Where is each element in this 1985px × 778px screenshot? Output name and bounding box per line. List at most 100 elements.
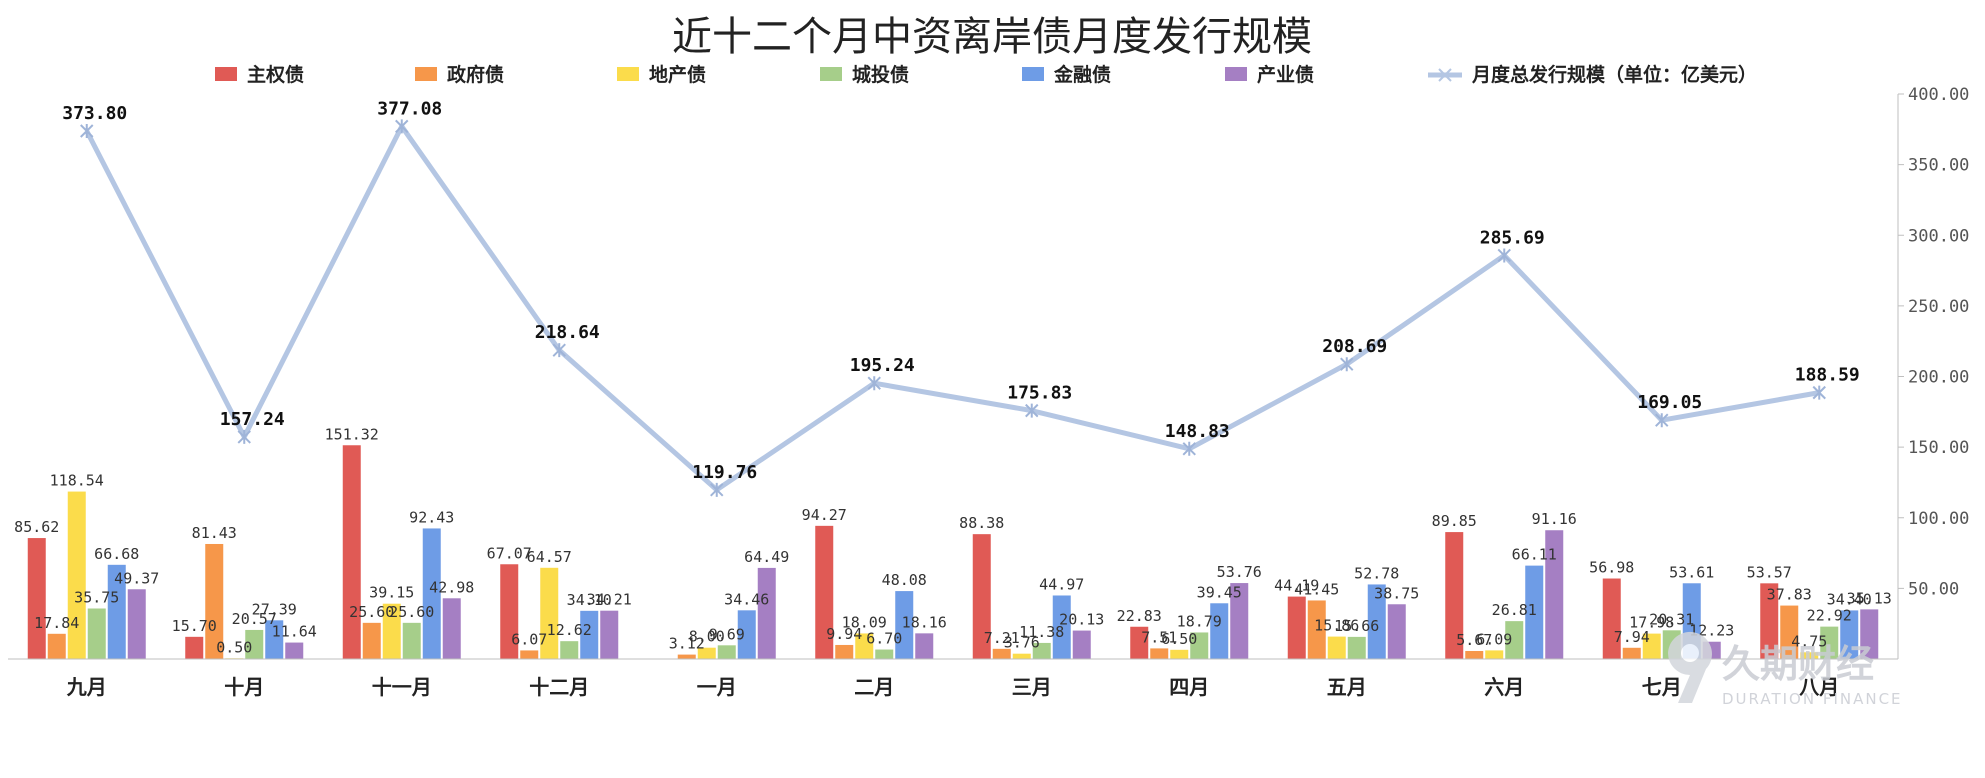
line-point-5 <box>867 376 881 391</box>
bar-label-5-1: 9.94 <box>826 625 862 643</box>
watermark-subtext: DURATION FINANCE <box>1722 690 1903 708</box>
x-category-label-8: 五月 <box>1327 675 1367 699</box>
bar-label-8-0: 44.19 <box>1274 577 1319 595</box>
bar-3-3 <box>560 641 579 659</box>
bar-label-7-2: 6.50 <box>1161 630 1197 648</box>
legend-swatch-4 <box>1022 67 1044 81</box>
bar-label-11-2: 4.75 <box>1791 632 1827 650</box>
bar-label-3-3: 12.62 <box>547 621 592 639</box>
bar-11-4 <box>1840 610 1859 659</box>
bar-2-1 <box>362 622 381 659</box>
bar-label-5-4: 48.08 <box>882 571 927 589</box>
bar-3-5 <box>600 610 619 659</box>
bar-label-2-0: 151.32 <box>325 425 379 443</box>
x-category-label-5: 二月 <box>854 675 894 699</box>
line-label-9: 285.69 <box>1480 227 1545 248</box>
bar-4-1 <box>677 654 696 659</box>
bar-9-2 <box>1485 650 1504 659</box>
legend-label-2: 地产债 <box>649 63 706 86</box>
bar-label-group: 85.62 17.84 118.54 35.75 66.68 49.37 15.70 81.4… <box>14 425 1892 656</box>
x-category-label-6: 三月 <box>1012 675 1052 699</box>
bar-10-1 <box>1622 647 1641 659</box>
line-label-6: 175.83 <box>1007 383 1072 404</box>
watermark-text: 久期财经 <box>1722 642 1874 686</box>
bar-1-5 <box>285 642 304 659</box>
bar-label-1-4: 27.39 <box>252 600 297 618</box>
x-category-label-9: 六月 <box>1484 675 1524 699</box>
bar-7-2 <box>1170 649 1189 659</box>
bar-label-0-3: 35.75 <box>74 589 119 607</box>
bar-label-7-1: 7.51 <box>1141 628 1177 646</box>
bar-6-4 <box>1052 595 1071 659</box>
bar-4-2 <box>697 647 716 659</box>
legend-swatch-0 <box>215 67 237 81</box>
bar-label-9-0: 89.85 <box>1432 512 1477 530</box>
bar-2-2 <box>382 603 401 659</box>
bar-label-7-0: 22.83 <box>1117 607 1162 625</box>
chart-title: 近十二个月中资离岸债月度发行规模 <box>672 14 1312 60</box>
line-label-2: 377.08 <box>377 98 442 119</box>
line-point-3 <box>552 343 566 358</box>
bar-label-2-4: 92.43 <box>409 508 454 526</box>
bar-11-0 <box>1760 583 1779 659</box>
bar-8-3 <box>1347 636 1366 659</box>
y-tick-label-4: 200.00 <box>1908 368 1969 388</box>
bar-label-2-3: 25.60 <box>389 603 434 621</box>
y-tick-label-7: 50.00 <box>1908 579 1959 599</box>
bar-9-0 <box>1445 532 1464 659</box>
x-category-label-10: 七月 <box>1642 675 1682 699</box>
bar-7-4 <box>1210 603 1229 659</box>
bar-label-3-4: 34.10 <box>567 591 612 609</box>
y-tick-label-6: 100.00 <box>1908 509 1969 529</box>
bar-9-4 <box>1525 565 1544 659</box>
legend-label-5: 产业债 <box>1257 63 1314 86</box>
bar-0-4 <box>107 564 126 659</box>
legend-label-line: 月度总发行规模（单位：亿美元） <box>1471 63 1757 86</box>
bar-2-3 <box>402 622 421 659</box>
bar-5-0 <box>815 525 834 659</box>
bar-label-9-4: 66.11 <box>1512 546 1557 564</box>
watermark: 久期财经 DURATION FINANCE <box>1668 631 1903 708</box>
bar-label-10-4: 53.61 <box>1669 563 1714 581</box>
bar-label-8-4: 52.78 <box>1354 564 1399 582</box>
bar-1-0 <box>185 636 204 659</box>
bar-label-11-0: 53.57 <box>1747 563 1792 581</box>
bar-5-5 <box>915 633 934 659</box>
bar-0-1 <box>47 633 66 659</box>
bar-1-3 <box>245 629 264 659</box>
bar-label-10-2: 17.98 <box>1629 614 1674 632</box>
line-point-6 <box>1025 403 1039 418</box>
bar-0-3 <box>87 608 106 659</box>
bar-11-3 <box>1820 626 1839 659</box>
bar-8-1 <box>1307 600 1326 659</box>
y-tick-label-1: 350.00 <box>1908 156 1969 176</box>
bar-6-3 <box>1032 642 1051 659</box>
legend-label-0: 主权债 <box>247 63 304 86</box>
total-line <box>84 123 1820 493</box>
bar-0-0 <box>27 538 46 659</box>
bar-label-4-2: 8.00 <box>689 628 725 646</box>
line-point-9 <box>1497 248 1511 263</box>
bar-label-4-4: 34.46 <box>724 590 769 608</box>
bar-6-2 <box>1012 653 1031 659</box>
bar-5-2 <box>855 633 874 659</box>
bar-8-2 <box>1327 636 1346 659</box>
bar-9-1 <box>1465 650 1484 659</box>
bar-label-2-2: 39.15 <box>369 584 414 602</box>
bar-4-3 <box>717 645 736 659</box>
bar-label-0-2: 118.54 <box>50 472 104 490</box>
line-point-2 <box>395 119 409 134</box>
line-point-0 <box>80 124 94 139</box>
bar-label-8-3: 15.66 <box>1334 617 1379 635</box>
bar-11-5 <box>1860 609 1879 659</box>
line-label-4: 119.76 <box>692 462 757 483</box>
bar-9-5 <box>1545 530 1564 659</box>
line-label-5: 195.24 <box>850 355 915 376</box>
legend-swatch-1 <box>415 67 437 81</box>
y-tick-label-2: 300.00 <box>1908 226 1969 246</box>
bar-label-10-3: 20.31 <box>1649 610 1694 628</box>
bar-label-6-4: 44.97 <box>1039 575 1084 593</box>
bar-label-6-5: 20.13 <box>1059 611 1104 629</box>
bar-label-6-2: 3.76 <box>1004 634 1040 652</box>
